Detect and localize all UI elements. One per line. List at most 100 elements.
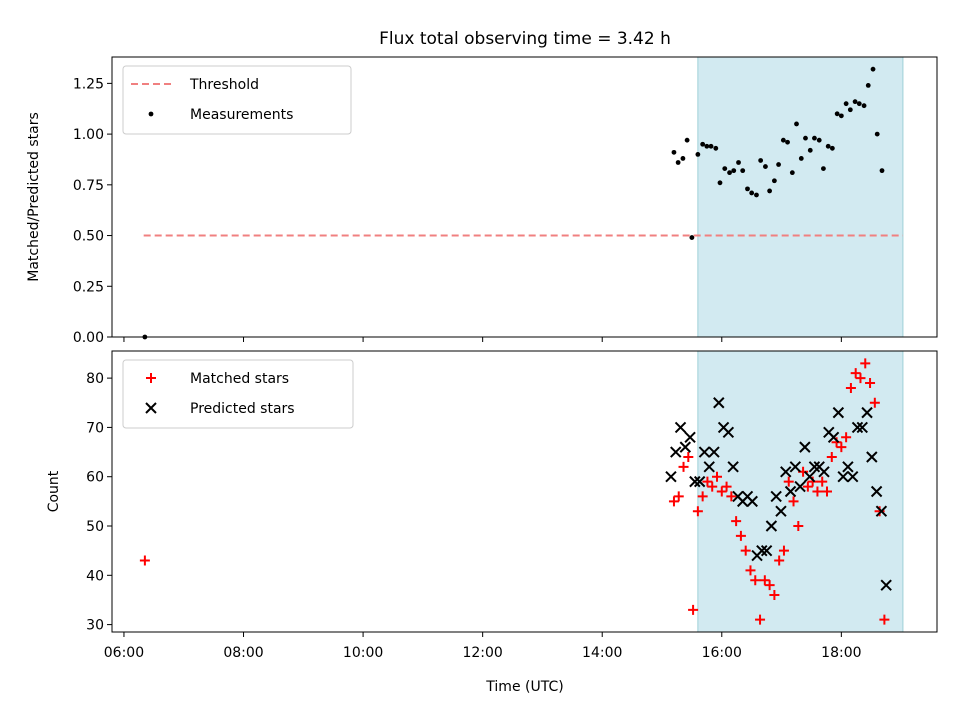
measurement-point <box>785 139 790 145</box>
matched-star-point <box>673 491 684 502</box>
predicted-star-point <box>851 421 864 434</box>
predicted-star-point <box>789 461 802 473</box>
matched-star-point <box>755 614 766 625</box>
measurement-point <box>689 235 695 240</box>
legend-box <box>122 65 352 135</box>
matched-star-point <box>788 496 799 507</box>
measurement-point <box>745 186 750 192</box>
legend-measurement-marker <box>148 111 154 117</box>
matched-star-point <box>855 373 866 384</box>
measurement-point <box>717 180 723 186</box>
observing-window-shade <box>697 350 904 633</box>
matched-star-point <box>716 486 727 497</box>
predicted-star-point <box>827 431 840 443</box>
plot-frame <box>111 56 938 338</box>
y-tick-label: 0.50 <box>73 229 104 245</box>
matched-star-point <box>745 565 756 576</box>
measurement-point <box>834 111 840 117</box>
count-panel: 30 40 50 60 70 80 Count Matched stars Predicted … <box>46 350 938 637</box>
predicted-star-point <box>832 406 845 419</box>
matched-star-point <box>668 496 679 507</box>
measurement-point <box>879 168 885 174</box>
matched-star-point <box>759 575 770 586</box>
measurement-point <box>675 160 681 165</box>
matched-star-point <box>721 481 732 492</box>
measurement-point <box>708 143 714 149</box>
predicted-star-point <box>803 471 816 483</box>
matched-star-point <box>860 358 871 369</box>
y-axis-label: Matched/Predicted stars <box>26 112 42 282</box>
matched-star-point <box>702 476 713 487</box>
matched-star-point <box>879 614 890 625</box>
measurement-point <box>807 147 813 153</box>
measurement-point <box>865 83 871 88</box>
x-axis: 06:00 08:00 10:00 12:00 14:00 16:00 18:00 <box>104 645 862 661</box>
matched-star-point <box>740 545 751 556</box>
matched-star-point <box>750 575 761 586</box>
predicted-star-point <box>846 471 859 483</box>
measurement-point <box>749 190 755 196</box>
predicted-star-point <box>689 475 701 488</box>
y-tick-label: 1.00 <box>73 127 104 143</box>
measurement-point <box>803 135 808 141</box>
predicted-star-point <box>870 485 883 498</box>
measurement-point <box>794 121 799 127</box>
predicted-star-point <box>760 544 773 557</box>
predicted-star-point <box>861 406 873 419</box>
predicted-star-point <box>880 579 892 591</box>
matched-star-point <box>774 555 785 566</box>
measurement-point <box>740 168 746 174</box>
matched-star-point <box>678 461 689 472</box>
matched-star-point <box>836 442 847 453</box>
measurement-point <box>704 143 710 149</box>
predicted-star-point <box>794 480 806 493</box>
predicted-star-point <box>665 471 677 483</box>
measurement-point <box>812 135 817 141</box>
predicted-star-point <box>756 544 768 557</box>
matched-star-point <box>812 486 823 497</box>
measurement-point <box>713 145 719 151</box>
y-axis-label: Count <box>46 470 62 512</box>
predicted-star-point <box>775 505 787 517</box>
y-tick-label: 60 <box>86 470 104 486</box>
measurement-point <box>847 107 853 113</box>
chart-title: Flux total observing time = 3.42 h <box>379 29 671 49</box>
predicted-star-point <box>765 520 778 532</box>
matched-star-point <box>874 506 885 517</box>
measurement-point <box>731 168 737 174</box>
x-axis-label: Time (UTC) <box>485 679 563 695</box>
measurement-point <box>727 170 732 176</box>
predicted-star-point <box>727 461 739 473</box>
x-tick-label: 14:00 <box>582 645 622 661</box>
predicted-star-point <box>842 461 854 473</box>
matched-star-point <box>845 382 856 393</box>
measurement-point <box>816 137 822 143</box>
y-tick-label: 40 <box>86 568 104 584</box>
measurement-point <box>821 166 826 171</box>
matched-star-point <box>692 506 703 517</box>
measurement-point <box>798 156 804 161</box>
matched-star-point <box>726 491 737 502</box>
predicted-star-point <box>808 461 821 473</box>
x-tick-label: 08:00 <box>223 645 263 661</box>
predicted-star-point <box>679 441 692 453</box>
predicted-star-point <box>818 466 830 478</box>
legend-predicted-marker <box>145 402 157 414</box>
x-tick-label: 16:00 <box>702 645 742 661</box>
matched-star-point <box>764 580 775 591</box>
measurement-point <box>856 101 862 107</box>
measurement-point <box>763 164 768 169</box>
measurement-point <box>767 188 773 194</box>
matched-star-point <box>735 530 746 541</box>
predicted-star-point <box>770 490 782 503</box>
legend-label: Threshold <box>189 77 259 93</box>
legend-label: Measurements <box>190 107 293 123</box>
predicted-star-point <box>708 446 720 458</box>
predicted-star-point <box>684 431 696 443</box>
legend-matched-marker <box>146 373 156 383</box>
matched-star-point <box>865 378 876 389</box>
matched-star-point <box>817 476 828 487</box>
measurement-point <box>861 103 867 109</box>
predicted-star-point <box>722 426 735 439</box>
